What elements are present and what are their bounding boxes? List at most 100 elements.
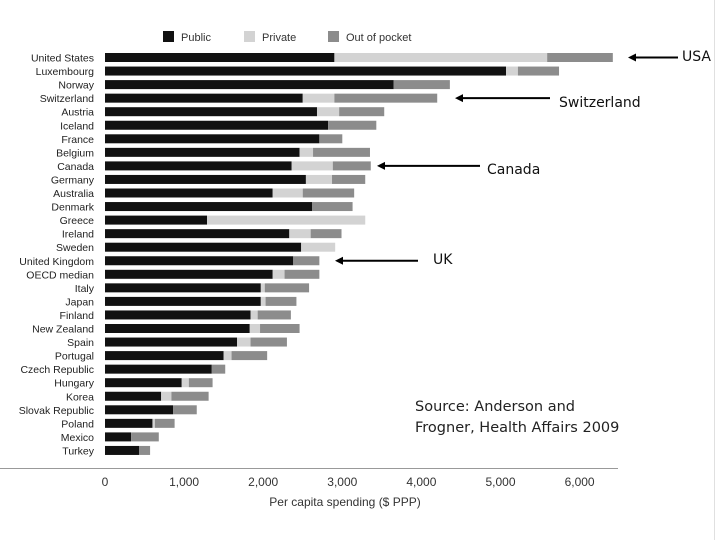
category-label-mexico: Mexico xyxy=(61,432,94,444)
bar-belgium-private xyxy=(299,147,314,157)
category-label-new-zealand: New Zealand xyxy=(32,324,94,336)
bar-portugal-out-of-pocket xyxy=(231,351,268,361)
bar-italy-out-of-pocket xyxy=(264,283,310,293)
arrow-head-2 xyxy=(377,161,385,170)
bar-austria-private xyxy=(316,107,340,117)
category-label-slovak-republic: Slovak Republic xyxy=(19,405,94,417)
category-label-spain: Spain xyxy=(67,337,94,349)
legend-swatch-public xyxy=(163,31,174,42)
bar-korea-out-of-pocket xyxy=(171,391,209,401)
bar-norway-public xyxy=(105,80,394,90)
source-note: Source: Anderson and Frogner, Health Aff… xyxy=(415,397,619,439)
category-label-czech-republic: Czech Republic xyxy=(20,364,94,376)
source-line-1: Source: Anderson and xyxy=(415,399,575,415)
category-label-iceland: Iceland xyxy=(60,120,94,132)
bar-sweden-private xyxy=(301,242,336,252)
bar-greece-private xyxy=(207,215,366,225)
right-border xyxy=(714,0,715,540)
annotation-label-uk: UK xyxy=(433,252,453,268)
bar-australia-private xyxy=(272,188,303,198)
bar-mexico-out-of-pocket xyxy=(131,432,159,442)
bar-oecd-median-public xyxy=(105,269,273,279)
category-label-finland: Finland xyxy=(60,310,95,322)
bar-denmark-out-of-pocket xyxy=(312,202,353,212)
bar-austria-out-of-pocket xyxy=(339,107,385,117)
bar-oecd-median-private xyxy=(272,269,285,279)
bar-united-kingdom-public xyxy=(105,256,294,266)
category-label-luxembourg: Luxembourg xyxy=(36,66,95,78)
bar-portugal-private xyxy=(223,351,232,361)
x-tick-label-3: 3,000 xyxy=(327,475,357,489)
bar-spain-public xyxy=(105,337,238,347)
category-label-oecd-median: OECD median xyxy=(26,269,94,281)
bar-greece-public xyxy=(105,215,208,225)
legend-label-private: Private xyxy=(262,32,296,44)
bar-oecd-median-out-of-pocket xyxy=(284,269,320,279)
category-label-ireland: Ireland xyxy=(62,229,94,241)
bar-germany-out-of-pocket xyxy=(332,174,366,184)
category-label-japan: Japan xyxy=(65,296,94,308)
x-axis-title: Per capita spending ($ PPP) xyxy=(269,495,420,509)
category-label-italy: Italy xyxy=(75,283,95,295)
bar-canada-public xyxy=(105,161,292,171)
bar-ireland-private xyxy=(289,229,311,239)
category-label-france: France xyxy=(61,134,94,146)
category-label-australia: Australia xyxy=(53,188,94,200)
category-label-greece: Greece xyxy=(60,215,95,227)
bar-hungary-out-of-pocket xyxy=(188,378,213,388)
bar-switzerland-public xyxy=(105,93,303,103)
bar-united-kingdom-out-of-pocket xyxy=(293,256,320,266)
bar-poland-public xyxy=(105,418,153,428)
bar-canada-private xyxy=(291,161,333,171)
bar-belgium-out-of-pocket xyxy=(313,147,370,157)
bar-sweden-public xyxy=(105,242,302,252)
category-label-poland: Poland xyxy=(61,418,94,430)
legend-label-out-of-pocket: Out of pocket xyxy=(346,32,411,44)
bar-switzerland-private xyxy=(302,93,335,103)
category-label-germany: Germany xyxy=(51,174,95,186)
category-label-united-kingdom: United Kingdom xyxy=(19,256,94,268)
bar-portugal-public xyxy=(105,351,224,361)
bar-luxembourg-private xyxy=(506,66,518,76)
bar-australia-out-of-pocket xyxy=(302,188,355,198)
category-label-canada: Canada xyxy=(57,161,94,173)
annotation-label-canada: Canada xyxy=(487,162,541,178)
bar-poland-out-of-pocket xyxy=(154,418,175,428)
arrow-head-1 xyxy=(455,94,463,103)
category-label-portugal: Portugal xyxy=(55,351,94,363)
bar-united-states-out-of-pocket xyxy=(547,53,613,62)
x-tick-label-5: 5,000 xyxy=(485,475,515,489)
stacked-bars xyxy=(105,53,613,455)
category-label-austria: Austria xyxy=(61,107,94,119)
bar-finland-private xyxy=(250,310,258,320)
x-tick-label-0: 0 xyxy=(102,475,109,489)
bar-hungary-private xyxy=(181,378,189,388)
source-line-2: Frogner, Health Affairs 2009 xyxy=(415,420,620,436)
category-label-turkey: Turkey xyxy=(62,445,94,457)
bar-czech-republic-out-of-pocket xyxy=(211,364,226,374)
bar-denmark-public xyxy=(105,202,313,212)
bar-spain-private xyxy=(237,337,251,347)
bar-luxembourg-out-of-pocket xyxy=(517,66,560,76)
bar-norway-out-of-pocket xyxy=(393,80,450,90)
bar-iceland-out-of-pocket xyxy=(328,120,377,130)
chart-legend: Public Private Out of pocket xyxy=(163,31,411,44)
category-label-hungary: Hungary xyxy=(54,378,94,390)
bar-belgium-public xyxy=(105,147,300,157)
category-label-united-states: United States xyxy=(31,53,94,65)
legend-swatch-out-of-pocket xyxy=(328,31,339,42)
bar-slovak-republic-out-of-pocket xyxy=(173,405,197,415)
bar-spain-out-of-pocket xyxy=(250,337,287,347)
bar-hungary-public xyxy=(105,378,182,388)
bar-turkey-out-of-pocket xyxy=(139,445,151,455)
bar-switzerland-out-of-pocket xyxy=(334,93,438,103)
legend-label-public: Public xyxy=(181,32,211,44)
arrow-head-3 xyxy=(335,256,343,265)
bar-germany-public xyxy=(105,174,306,184)
bar-slovak-republic-public xyxy=(105,405,174,415)
bar-japan-public xyxy=(105,296,261,306)
bar-poland-private xyxy=(152,418,155,428)
bar-italy-public xyxy=(105,283,261,293)
